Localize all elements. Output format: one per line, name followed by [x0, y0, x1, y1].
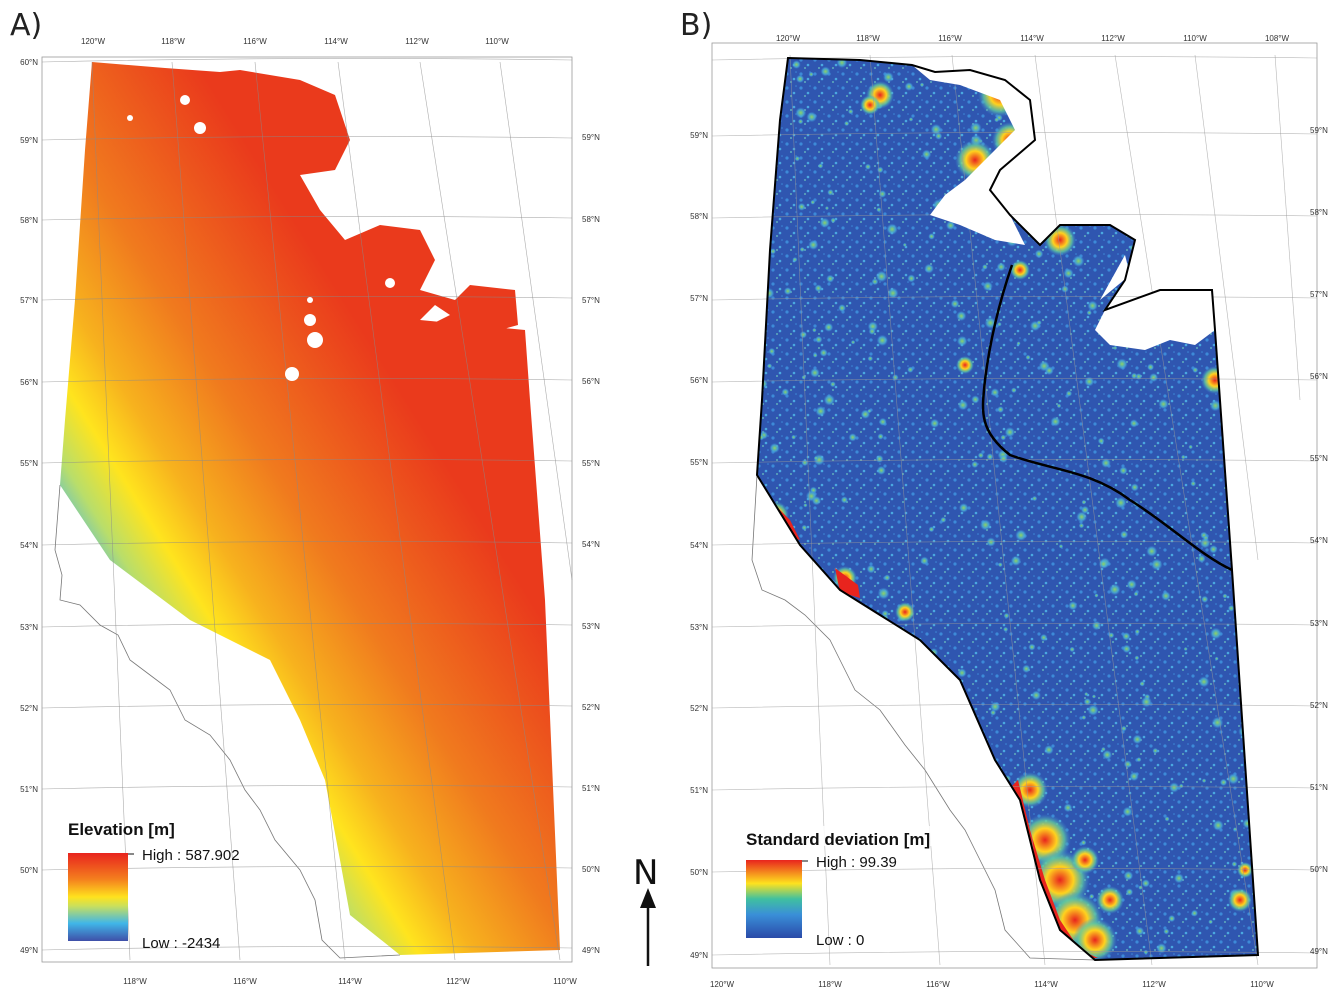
tick-label: 52°N	[1310, 701, 1328, 710]
panel-a-graticule	[41, 58, 573, 961]
tick-label: 52°N	[690, 704, 708, 713]
tick-label: 52°N	[582, 703, 600, 712]
panel-b-label: B)	[680, 8, 713, 43]
tick-label: 57°N	[1310, 290, 1328, 299]
tick-label: 57°N	[690, 294, 708, 303]
panel-b-frame	[711, 42, 1318, 969]
tick-label: 57°N	[20, 296, 38, 305]
tick-label: 50°N	[1310, 865, 1328, 874]
tick-label: 116°W	[243, 37, 267, 46]
tick-label: 51°N	[690, 786, 708, 795]
tick-label: 112°W	[1142, 980, 1166, 989]
tick-label: 112°W	[405, 37, 429, 46]
tick-label: 116°W	[233, 977, 257, 986]
tick-label: 114°W	[1020, 34, 1044, 43]
tick-label: 60°N	[20, 58, 38, 67]
tick-label: 51°N	[582, 784, 600, 793]
tick-label: 49°N	[20, 946, 38, 955]
panel-a-west-boundary-outline	[54, 484, 401, 959]
tick-label: 50°N	[690, 868, 708, 877]
north-arrow: N	[633, 853, 658, 966]
panel-a-frame	[41, 56, 573, 963]
panel-b-west-boundary-outline	[751, 474, 1096, 961]
panel-b-std-deviation-map: 120°W 118°W 116°W 114°W 112°W 110°W 108°W 120°W…	[690, 34, 1328, 989]
std-legend-title: Standard deviation [m]	[746, 830, 930, 849]
tick-label: 112°W	[1101, 34, 1125, 43]
tick-label: 54°N	[1310, 536, 1328, 545]
elevation-legend-low: Low : -2434	[142, 935, 220, 952]
panel-b-no-data-areas	[912, 65, 1215, 350]
tick-label: 120°W	[81, 37, 106, 46]
tick-label: 59°N	[690, 131, 708, 140]
tick-label: 56°N	[582, 377, 600, 386]
north-arrow-label: N	[633, 853, 658, 893]
tick-label: 49°N	[582, 946, 600, 955]
tick-label: 58°N	[1310, 208, 1328, 217]
tick-label: 118°W	[161, 37, 185, 46]
std-legend-high: High : 99.39	[816, 854, 897, 871]
tick-label: 118°W	[856, 34, 880, 43]
panel-a-elevation-surface	[60, 62, 560, 955]
panel-a-elevation-map: 120°W 118°W 116°W 114°W 112°W 110°W 118°W 116°W…	[20, 37, 600, 986]
tick-label: 55°N	[1310, 454, 1328, 463]
tick-label: 55°N	[582, 459, 600, 468]
tick-label: 118°W	[123, 977, 147, 986]
tick-label: 57°N	[582, 296, 600, 305]
tick-label: 51°N	[20, 785, 38, 794]
panel-b-study-area-outline	[755, 56, 1260, 962]
tick-label: 55°N	[20, 459, 38, 468]
tick-label: 51°N	[1310, 783, 1328, 792]
tick-label: 116°W	[926, 980, 950, 989]
std-legend-low: Low : 0	[816, 932, 864, 949]
elevation-legend-high: High : 587.902	[142, 847, 240, 864]
tick-label: 116°W	[938, 34, 962, 43]
tick-label: 59°N	[582, 133, 600, 142]
tick-label: 53°N	[1310, 619, 1328, 628]
tick-label: 120°W	[776, 34, 801, 43]
tick-label: 110°W	[1250, 980, 1274, 989]
std-legend-colorbar	[746, 860, 802, 938]
tick-label: 54°N	[20, 541, 38, 550]
tick-label: 52°N	[20, 704, 38, 713]
tick-label: 49°N	[1310, 947, 1328, 956]
tick-label: 58°N	[690, 212, 708, 221]
tick-label: 50°N	[20, 866, 38, 875]
tick-label: 59°N	[1310, 126, 1328, 135]
tick-label: 53°N	[690, 623, 708, 632]
tick-label: 120°W	[710, 980, 735, 989]
tick-label: 55°N	[690, 458, 708, 467]
tick-label: 59°N	[20, 136, 38, 145]
tick-label: 118°W	[818, 980, 842, 989]
panel-b-coordinate-labels: 120°W 118°W 116°W 114°W 112°W 110°W 108°W 120°W…	[690, 34, 1328, 989]
tick-label: 49°N	[690, 951, 708, 960]
elevation-legend: Elevation [m] High : 587.902 Low : -2434	[68, 820, 240, 952]
tick-label: 54°N	[582, 540, 600, 549]
tick-label: 53°N	[20, 623, 38, 632]
panel-a-no-data-areas	[127, 95, 395, 381]
tick-label: 110°W	[485, 37, 509, 46]
panel-b-boundary-line	[981, 264, 1233, 572]
tick-label: 58°N	[582, 215, 600, 224]
std-legend: Standard deviation [m] High : 99.39 Low …	[742, 826, 947, 949]
tick-label: 56°N	[690, 376, 708, 385]
tick-label: 58°N	[20, 216, 38, 225]
tick-label: 50°N	[582, 865, 600, 874]
tick-label: 114°W	[338, 977, 362, 986]
tick-label: 112°W	[446, 977, 470, 986]
tick-label: 114°W	[1034, 980, 1058, 989]
tick-label: 108°W	[1265, 34, 1290, 43]
tick-label: 56°N	[1310, 372, 1328, 381]
tick-label: 110°W	[1183, 34, 1207, 43]
tick-label: 54°N	[690, 541, 708, 550]
panel-a-label: A)	[10, 8, 43, 43]
elevation-legend-colorbar	[68, 853, 128, 941]
elevation-legend-title: Elevation [m]	[68, 820, 175, 839]
tick-label: 53°N	[582, 622, 600, 631]
panel-a-coordinate-labels: 120°W 118°W 116°W 114°W 112°W 110°W 118°W 116°W…	[20, 37, 600, 986]
panel-b-graticule	[711, 54, 1318, 966]
tick-label: 114°W	[324, 37, 348, 46]
tick-label: 110°W	[553, 977, 577, 986]
tick-label: 56°N	[20, 378, 38, 387]
